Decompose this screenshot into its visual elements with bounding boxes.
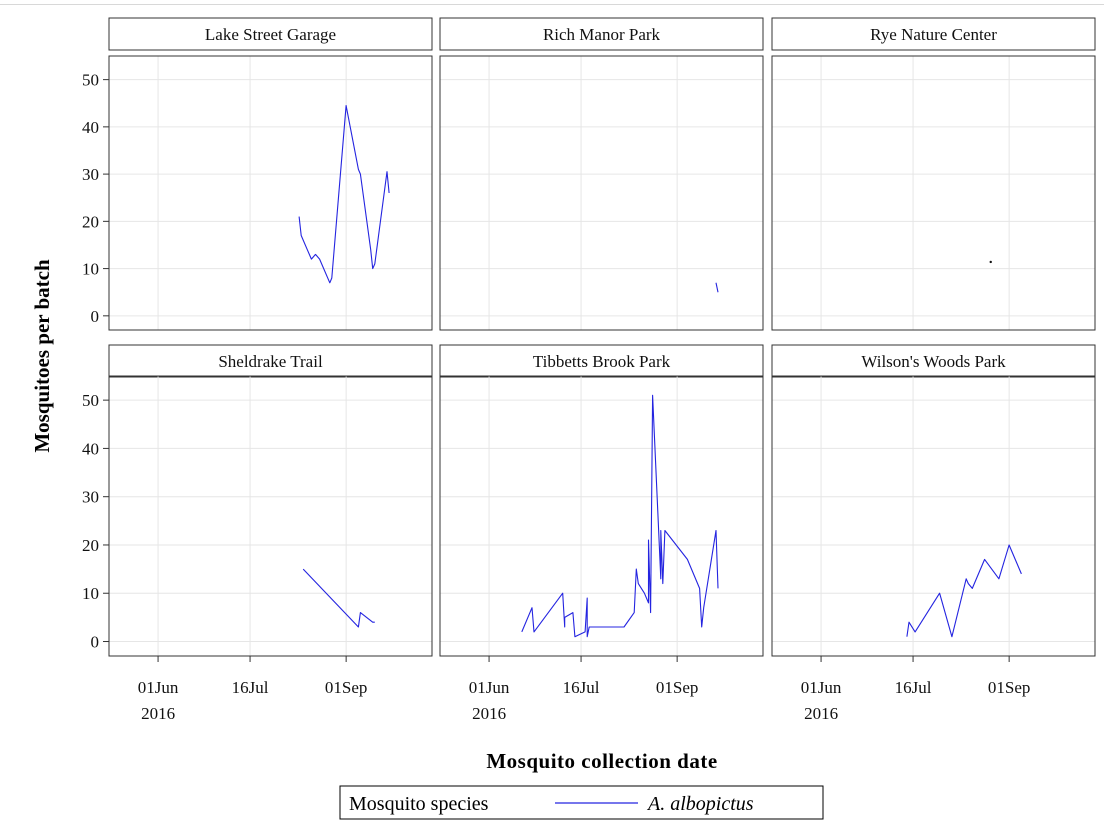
panel-title: Rich Manor Park <box>543 25 661 44</box>
panel-title: Wilson's Woods Park <box>861 352 1006 371</box>
panel-frame <box>439 55 764 331</box>
x-tick-sublabel: 2016 <box>472 704 506 723</box>
panel-title: Sheldrake Trail <box>218 352 323 371</box>
legend-title: Mosquito species <box>349 793 489 815</box>
y-tick-label: 20 <box>82 536 99 555</box>
panel-strip <box>439 17 764 51</box>
panel-frame <box>108 55 433 331</box>
legend-item-label: A. albopictus <box>646 793 754 815</box>
series-line <box>302 568 375 628</box>
panel-frame <box>771 55 1096 331</box>
data-point <box>989 260 992 264</box>
panel-frame <box>108 375 433 657</box>
panel-frame <box>771 375 1096 657</box>
y-tick-label: 10 <box>82 260 99 279</box>
y-tick-label: 10 <box>82 584 99 603</box>
panel-title: Tibbetts Brook Park <box>533 352 671 371</box>
x-tick-label: 16Jul <box>563 678 600 697</box>
panel-title: Lake Street Garage <box>205 25 336 44</box>
x-axis-title: Mosquito collection date <box>486 749 717 773</box>
series-line <box>906 544 1022 638</box>
x-tick-label: 01Jun <box>469 678 510 697</box>
panel-strip <box>439 344 764 378</box>
x-tick-sublabel: 2016 <box>141 704 175 723</box>
x-tick-label: 16Jul <box>232 678 269 697</box>
x-tick-label: 01Jun <box>138 678 179 697</box>
panel-strip <box>771 344 1096 378</box>
y-tick-label: 0 <box>91 307 100 326</box>
y-tick-label: 20 <box>82 212 99 231</box>
y-tick-label: 0 <box>91 633 100 652</box>
x-tick-label: 01Sep <box>656 678 699 697</box>
y-tick-label: 30 <box>82 488 99 507</box>
x-tick-label: 16Jul <box>895 678 932 697</box>
x-tick-label: 01Jun <box>801 678 842 697</box>
panel-strip <box>108 344 433 378</box>
y-tick-label: 50 <box>82 391 99 410</box>
series-line <box>298 105 390 284</box>
panel-title: Rye Nature Center <box>870 25 997 44</box>
series-line <box>521 394 719 638</box>
panel-frame <box>439 375 764 657</box>
y-tick-label: 50 <box>82 71 99 90</box>
x-tick-sublabel: 2016 <box>804 704 838 723</box>
x-tick-label: 01Sep <box>988 678 1031 697</box>
y-axis-title: Mosquitoes per batch <box>30 259 54 453</box>
series-line <box>715 282 719 293</box>
y-tick-label: 40 <box>82 439 99 458</box>
x-tick-label: 01Sep <box>325 678 368 697</box>
top-divider <box>0 4 1104 5</box>
panel-strip <box>771 17 1096 51</box>
y-tick-label: 40 <box>82 118 99 137</box>
panel-strip <box>108 17 433 51</box>
y-tick-label: 30 <box>82 165 99 184</box>
